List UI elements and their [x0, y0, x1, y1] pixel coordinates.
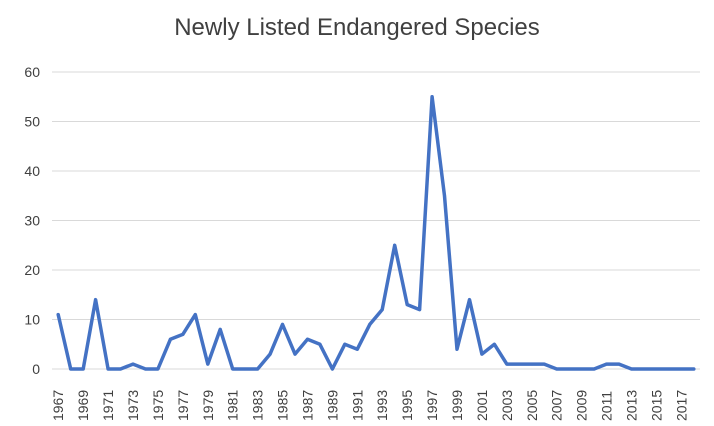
data-point [343, 342, 347, 346]
data-point [605, 362, 609, 366]
x-tick-label: 1993 [374, 390, 390, 421]
y-tick-label: 60 [24, 64, 40, 80]
x-tick-label: 1989 [324, 390, 340, 421]
data-point [418, 308, 422, 312]
x-tick-label: 1997 [424, 390, 440, 421]
data-point [679, 367, 683, 371]
data-point [156, 367, 160, 371]
x-tick-label: 1969 [75, 390, 91, 421]
data-point [629, 367, 633, 371]
data-point [692, 367, 696, 371]
data-point [480, 352, 484, 356]
series-line-0 [56, 95, 696, 371]
data-point [268, 352, 272, 356]
data-point [218, 327, 222, 331]
data-point [467, 298, 471, 302]
x-tick-label: 2015 [648, 390, 664, 421]
x-tick-label: 2013 [623, 390, 639, 421]
data-point [305, 337, 309, 341]
data-point [393, 243, 397, 247]
x-tick-label: 2017 [673, 390, 689, 421]
x-tick-label: 2009 [574, 390, 590, 421]
data-point [380, 308, 384, 312]
data-point [443, 194, 447, 198]
data-point [355, 347, 359, 351]
data-point [106, 367, 110, 371]
x-tick-label: 1981 [225, 390, 241, 421]
data-point [281, 322, 285, 326]
x-tick-label: 1985 [275, 390, 291, 421]
data-point [318, 342, 322, 346]
data-point [69, 367, 73, 371]
x-tick-label: 2007 [549, 390, 565, 421]
data-point [405, 303, 409, 307]
x-tick-label: 1971 [100, 390, 116, 421]
data-point [368, 322, 372, 326]
x-tick-label: 1977 [175, 390, 191, 421]
data-point [293, 352, 297, 356]
data-point [654, 367, 658, 371]
x-tick-label: 1983 [250, 390, 266, 421]
data-point [256, 367, 260, 371]
data-point [667, 367, 671, 371]
data-point [505, 362, 509, 366]
data-point [131, 362, 135, 366]
data-point [517, 362, 521, 366]
x-tick-label: 1979 [200, 390, 216, 421]
data-point [530, 362, 534, 366]
data-point [592, 367, 596, 371]
data-point [119, 367, 123, 371]
x-tick-label: 2001 [474, 390, 490, 421]
x-tick-label: 1987 [299, 390, 315, 421]
x-tick-label: 1967 [50, 390, 66, 421]
data-point [168, 337, 172, 341]
data-point [94, 298, 98, 302]
data-point [430, 95, 434, 99]
x-tick-label: 2003 [499, 390, 515, 421]
x-tick-label: 1999 [449, 390, 465, 421]
y-tick-label: 10 [24, 312, 40, 328]
y-tick-label: 50 [24, 114, 40, 130]
data-point [542, 362, 546, 366]
data-point [81, 367, 85, 371]
x-tick-label: 1975 [150, 390, 166, 421]
data-point [206, 362, 210, 366]
data-point [642, 367, 646, 371]
data-point [330, 367, 334, 371]
x-tick-label: 1991 [349, 390, 365, 421]
data-point [181, 332, 185, 336]
data-point [492, 342, 496, 346]
data-point [617, 362, 621, 366]
chart-title: Newly Listed Endangered Species [174, 14, 540, 41]
y-tick-label: 0 [32, 361, 40, 377]
data-point [580, 367, 584, 371]
x-tick-label: 2011 [599, 391, 615, 421]
data-point [56, 313, 60, 317]
data-point [193, 313, 197, 317]
data-point [455, 347, 459, 351]
data-point [143, 367, 147, 371]
y-tick-label: 20 [24, 262, 40, 278]
data-point [555, 367, 559, 371]
x-tick-label: 2005 [524, 390, 540, 421]
y-tick-label: 40 [24, 163, 40, 179]
y-tick-label: 30 [24, 213, 40, 229]
data-point [231, 367, 235, 371]
x-tick-label: 1995 [399, 390, 415, 421]
data-point [243, 367, 247, 371]
x-tick-label: 1973 [125, 390, 141, 421]
data-point [567, 367, 571, 371]
